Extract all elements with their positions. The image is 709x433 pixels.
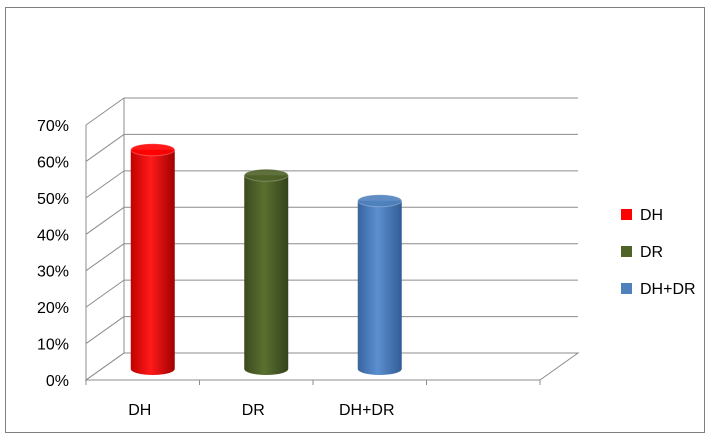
axes-layer: 0% 10% 20% 30% 40% 50% 60% 70% DH DR DH+DR [37, 97, 580, 419]
bar-top-rim [357, 194, 403, 208]
y-tick-label: 70% [37, 118, 69, 135]
y-tick-label: 30% [37, 264, 69, 281]
legend-swatch [621, 246, 632, 257]
y-tick-label: 10% [37, 337, 69, 354]
gridline-diagonal [85, 97, 125, 126]
bar-body [244, 175, 289, 375]
x-tick-label: DH+DR [339, 402, 395, 419]
legend: DH DR DH+DR [621, 207, 696, 298]
y-tick-label: 0% [46, 373, 69, 390]
bar-dh-dr [357, 194, 403, 375]
gridline-diagonal [85, 206, 125, 235]
x-tick-label: DH [128, 402, 151, 419]
bar-top [357, 194, 402, 207]
gridline-diagonal [85, 279, 125, 308]
bar-top-rim [243, 168, 289, 182]
gridline-diagonal [85, 243, 125, 272]
y-tick-label: 40% [37, 227, 69, 244]
bar-top [130, 143, 175, 156]
legend-swatch [621, 283, 632, 294]
bar-body [357, 200, 402, 375]
gridline-diagonal [85, 316, 125, 344]
gridline-diagonal [85, 134, 125, 162]
gridline-diagonal [85, 352, 125, 381]
gridline-diagonal [85, 170, 125, 199]
legend-label: DR [640, 244, 663, 261]
bar-body [130, 149, 175, 375]
legend-label: DH [640, 207, 663, 224]
bar-top [244, 169, 289, 182]
bar-dh [130, 143, 176, 375]
x-tick-label: DR [242, 402, 265, 419]
y-tick-label: 50% [37, 191, 69, 208]
bar-dr [243, 168, 289, 375]
y-tick-label: 60% [37, 154, 69, 171]
legend-label: DH+DR [640, 281, 696, 298]
bar-top-rim [130, 143, 176, 157]
y-tick-label: 20% [37, 300, 69, 317]
legend-swatch [621, 209, 632, 220]
bars-layer [130, 143, 403, 375]
